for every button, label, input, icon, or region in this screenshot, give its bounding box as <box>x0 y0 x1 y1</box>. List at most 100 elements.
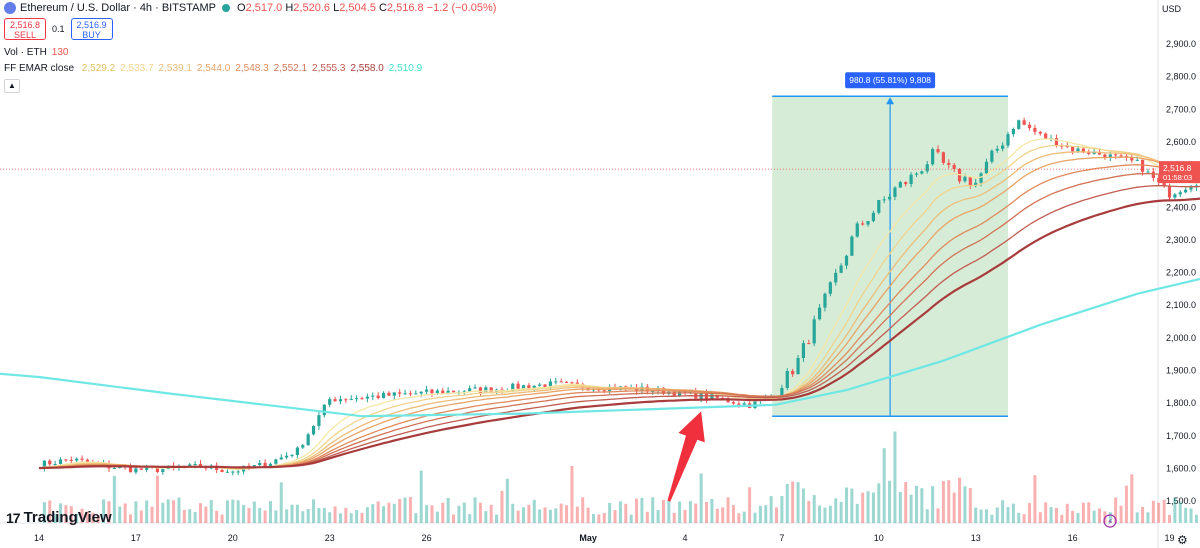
emar-name: FF EMAR close <box>4 63 75 74</box>
volume-bar <box>204 506 208 523</box>
volume-bar <box>242 504 246 523</box>
volume-bar <box>522 507 525 523</box>
currency-label[interactable]: USD <box>1162 4 1182 14</box>
emar-value: 2,558.0 <box>350 63 384 74</box>
time-tick-label: 13 <box>971 533 981 543</box>
ema-ribbon-line <box>38 172 1200 469</box>
volume-bar <box>91 512 95 523</box>
measure-label: 980.8 (55.81%) 9,808 <box>849 75 931 85</box>
volume-bar <box>1054 507 1058 523</box>
volume-bar <box>457 505 461 523</box>
candle-body <box>139 468 143 470</box>
volume-bar <box>182 509 186 523</box>
measure-arrow-head <box>886 97 895 105</box>
candle-body <box>408 393 413 395</box>
symbol-title[interactable]: Ethereum / U.S. Dollar · 4h · BITSTAMP <box>20 2 217 14</box>
sell-button[interactable]: 2,516.8 SELL <box>4 18 46 40</box>
candle-body <box>134 468 138 473</box>
volume-bar <box>1044 502 1048 523</box>
volume-bar <box>543 507 547 523</box>
buy-button[interactable]: 2,516.9 BUY <box>70 18 113 40</box>
candle-body <box>602 390 606 392</box>
volume-bar <box>42 502 46 523</box>
candle-body <box>317 415 321 426</box>
candle-body <box>511 383 515 391</box>
candle-body <box>42 460 46 469</box>
volume-bar <box>1178 501 1182 523</box>
candle-body <box>1081 148 1085 153</box>
ema-long-line <box>0 277 1200 418</box>
volume-bar <box>645 511 649 523</box>
volume-bar <box>317 507 321 523</box>
volume-bar <box>941 481 945 523</box>
volume-bar <box>1092 510 1096 523</box>
emar-value: 2,555.3 <box>312 63 346 74</box>
candle-body <box>710 394 714 399</box>
volume-bar <box>505 478 509 523</box>
volume-bar <box>1081 502 1085 523</box>
candle-body <box>468 388 472 392</box>
candle-body <box>392 392 396 396</box>
volume-bar <box>1189 508 1193 523</box>
candle-body <box>1151 171 1155 178</box>
emar-legend[interactable]: FF EMAR close 2,529.2 2,533.7 2,539.1 2,544… <box>4 63 427 74</box>
ohlc-readout: O2,517.0 H2,520.6 L2,504.5 C2,516.8 −1.2… <box>237 2 497 14</box>
volume-bar <box>145 500 149 523</box>
candle-body <box>344 399 348 401</box>
candle-body <box>451 390 456 393</box>
volume-bar <box>974 507 978 523</box>
candle-body <box>489 387 493 393</box>
candle-body <box>1001 145 1005 149</box>
candle-body <box>85 459 90 463</box>
volume-bar <box>1006 507 1010 523</box>
candle-body <box>274 459 278 464</box>
volume-bar <box>279 482 283 523</box>
volume-bar <box>48 500 52 523</box>
candle-body <box>258 462 262 466</box>
volume-bar <box>199 503 202 523</box>
candle-body <box>839 265 843 273</box>
volume-bar <box>984 509 988 523</box>
price-change: −1.2 (−0.05%) <box>426 2 497 14</box>
volume-legend[interactable]: Vol · ETH 130 <box>4 47 73 58</box>
price-axis[interactable] <box>1158 0 1200 548</box>
candle-body <box>791 371 795 375</box>
emar-value: 2,552.1 <box>273 63 308 74</box>
volume-bar <box>1011 503 1015 523</box>
candle-body <box>753 400 757 408</box>
lightning-alert-icon[interactable] <box>1103 514 1117 528</box>
volume-bar <box>527 504 531 523</box>
volume-bar <box>990 514 994 523</box>
volume-bar <box>1038 512 1042 523</box>
candle-body <box>925 164 929 172</box>
volume-bar <box>823 507 827 523</box>
volume-bar <box>640 497 644 523</box>
volume-bar <box>705 502 709 523</box>
volume-bar <box>1173 497 1177 523</box>
volume-bar <box>53 513 57 523</box>
volume-bar <box>742 511 746 523</box>
volume-bar <box>613 510 617 523</box>
volume-bar <box>312 499 316 523</box>
volume-bar <box>888 480 892 523</box>
candle-body <box>387 392 391 396</box>
candle-body <box>290 455 294 457</box>
volume-bar <box>75 513 79 523</box>
volume-bar <box>699 473 703 523</box>
candle-body <box>1027 124 1032 128</box>
ema-ribbon-line <box>38 144 1200 470</box>
collapse-legend-button[interactable]: ▲ <box>4 79 20 93</box>
gear-icon[interactable]: ⚙ <box>1177 533 1188 547</box>
volume-bar <box>597 514 601 523</box>
volume-bar <box>845 487 848 523</box>
volume-bar <box>1184 507 1188 523</box>
volume-bar <box>882 448 886 523</box>
volume-bar <box>398 498 402 523</box>
volume-bar <box>753 512 757 523</box>
volume-bar <box>1157 502 1161 523</box>
candle-body <box>1189 187 1193 190</box>
volume-bar <box>268 501 272 523</box>
order-quantity[interactable]: 0.1 <box>52 24 65 34</box>
volume-bar <box>349 513 353 523</box>
